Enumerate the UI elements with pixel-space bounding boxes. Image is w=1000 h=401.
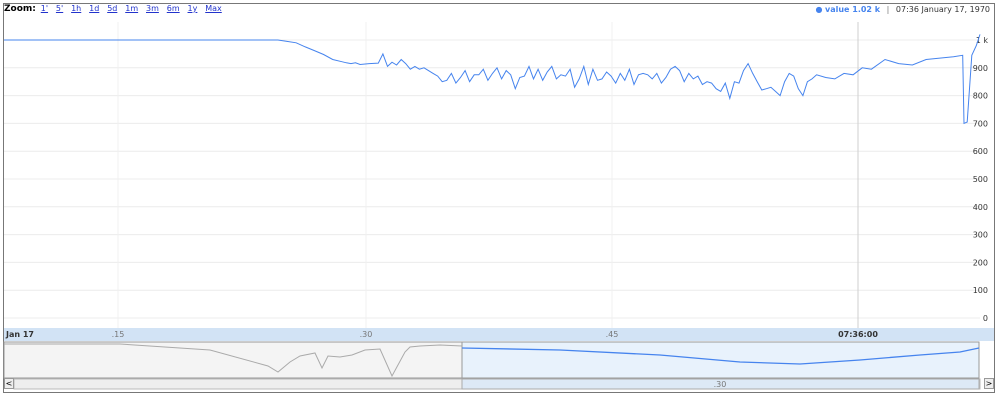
navigator-scroll-left-button[interactable]: < xyxy=(4,378,14,389)
legend-bullet-icon: ● xyxy=(815,5,823,14)
navigator[interactable]: .30 xyxy=(3,341,981,390)
navigator-scrollbar-thumb[interactable] xyxy=(461,378,980,390)
legend-separator: | xyxy=(886,5,890,14)
zoom-1-month-link[interactable]: 1m xyxy=(125,4,139,13)
y-tick-label: 0 xyxy=(983,314,988,323)
navigator-overview-line-selected xyxy=(461,347,980,365)
y-tick-label: 100 xyxy=(973,286,988,295)
zoom-3-months-link[interactable]: 3m xyxy=(146,4,159,13)
y-tick-label: 300 xyxy=(973,231,988,240)
y-tick-label: 500 xyxy=(973,175,988,184)
y-tick-label: 1 k xyxy=(976,36,989,45)
navigator-scroll-right-button[interactable]: > xyxy=(984,378,994,389)
navigator-overview-line-past xyxy=(4,343,463,378)
x-tick-label: 07:36:00 xyxy=(838,330,878,339)
y-tick-label: 900 xyxy=(973,64,988,73)
x-axis-band xyxy=(4,328,994,341)
x-tick-label: .30 xyxy=(360,330,373,339)
x-tick-label: Jan 17 xyxy=(5,330,34,339)
y-tick-label: 200 xyxy=(973,258,988,267)
zoom-1-year-link[interactable]: 1y xyxy=(187,4,198,13)
y-tick-label: 400 xyxy=(973,203,988,212)
legend-timestamp: 07:36 January 17, 1970 xyxy=(895,5,990,14)
zoom-bar: Zoom: 1' 5' 1h 1d 5d 1m 3m 6m 1y Max xyxy=(4,4,227,18)
navigator-scroll-label: .30 xyxy=(714,380,727,389)
series-layer xyxy=(4,34,981,125)
zoom-6-months-link[interactable]: 6m xyxy=(166,4,180,13)
x-tick-label: .15 xyxy=(112,330,125,339)
x-axis: Jan 17 .15 .30 .45 07:36:00 xyxy=(5,330,878,339)
y-tick-label: 600 xyxy=(973,147,988,156)
y-tick-label: 800 xyxy=(973,92,988,101)
legend: ● value 1.02 k | 07:36 January 17, 1970 xyxy=(815,5,990,14)
zoom-1-minute-link[interactable]: 1' xyxy=(40,4,49,13)
zoom-5-minutes-link[interactable]: 5' xyxy=(55,4,64,13)
legend-value: value 1.02 k xyxy=(825,5,881,14)
x-tick-label: .45 xyxy=(606,330,619,339)
zoom-1-day-link[interactable]: 1d xyxy=(89,4,100,13)
series-line-value xyxy=(4,34,981,125)
zoom-label: Zoom: xyxy=(4,4,36,14)
x-axis-background xyxy=(4,328,994,341)
navigator-unselected-region[interactable] xyxy=(3,341,463,379)
zoom-5-days-link[interactable]: 5d xyxy=(107,4,118,13)
zoom-max-link[interactable]: Max xyxy=(205,4,222,13)
zoom-1-hour-link[interactable]: 1h xyxy=(71,4,82,13)
grid xyxy=(4,22,980,331)
y-axis: 1 k 900 800 700 600 500 400 300 200 100 0 xyxy=(973,36,989,323)
y-tick-label: 700 xyxy=(973,119,988,128)
